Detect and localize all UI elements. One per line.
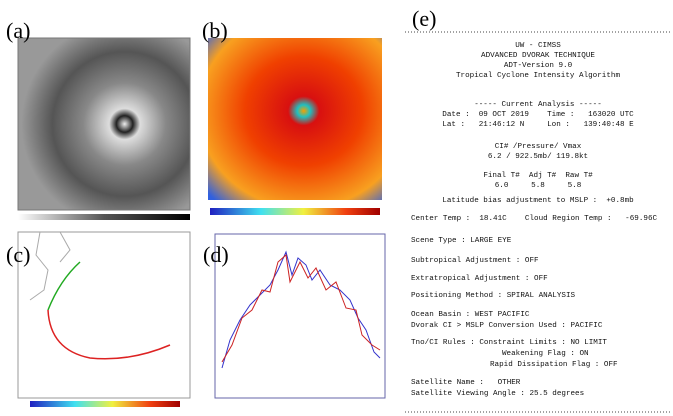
text-line: Ocean Basin : WEST PACIFIC (411, 311, 530, 319)
text-line: 6.0 5.8 5.8 (495, 182, 582, 190)
colorbar (18, 214, 190, 220)
text-line: Latitude bias adjustment to MSLP : +0.8m… (442, 197, 634, 205)
text-line: Center Temp : 18.41C Cloud Region Temp :… (411, 215, 658, 223)
colorbar (30, 401, 180, 407)
track-map (17, 231, 191, 399)
text-line: Date : 09 OCT 2019 Time : 163020 UTC (442, 111, 634, 119)
panel-a: (a) (6, 18, 191, 220)
text-line: Satellite Viewing Angle : 25.5 degrees (411, 390, 584, 398)
text-line: Scene Type : LARGE EYE (411, 237, 512, 245)
panel-d: (d) (203, 233, 386, 399)
panel-c: (c) (6, 231, 191, 407)
coastline (29, 231, 71, 301)
text-line: Lat : 21:46:12 N Lon : 139:40:48 E (442, 121, 634, 129)
track-early (47, 261, 81, 311)
series-line (221, 254, 381, 363)
colorbar (210, 208, 380, 215)
text-line: Final T# Adj T# Raw T# (483, 172, 593, 180)
panel-label: (e) (412, 6, 436, 31)
text-line: Positioning Method : SPIRAL ANALYSIS (411, 292, 575, 300)
text-line: Weakening Flag : ON (502, 350, 589, 358)
plot-area (214, 233, 386, 399)
text-line: Rapid Dissipation Flag : OFF (490, 361, 618, 369)
text-line: Satellite Name : OTHER (411, 379, 521, 387)
text-line: ADVANCED DVORAK TECHNIQUE (481, 52, 595, 60)
panel-label: (d) (203, 242, 229, 267)
panel-b: (b) (202, 18, 382, 215)
text-line: Tropical Cyclone Intensity Algorithm (456, 72, 620, 80)
series-line (221, 250, 381, 369)
text-line: ADT-Version 9.0 (504, 62, 573, 70)
text-line: Extratropical Adjustment : OFF (411, 275, 548, 283)
text-line: Dvorak CI > MSLP Conversion Used : PACIF… (411, 322, 603, 330)
text-line: UW - CIMSS (515, 42, 561, 50)
track-late (47, 309, 171, 360)
text-line: Subtropical Adjustment : OFF (411, 257, 539, 265)
panel-label: (c) (6, 242, 30, 267)
panel-label: (b) (202, 18, 228, 43)
satellite-ir-image (17, 37, 191, 211)
text-line: Tno/CI Rules : Constraint Limits : NO LI… (411, 339, 607, 347)
text-line: ----- Current Analysis ----- (474, 101, 602, 109)
panel-e: (e) UW - CIMSS ADVANCED DVORAK TECHNIQUE… (405, 6, 672, 413)
text-line: CI# /Pressure/ Vmax (495, 143, 582, 151)
panel-label: (a) (6, 18, 30, 43)
text-line: 6.2 / 922.5mb/ 119.8kt (488, 153, 588, 161)
satellite-bt-image (208, 38, 382, 200)
